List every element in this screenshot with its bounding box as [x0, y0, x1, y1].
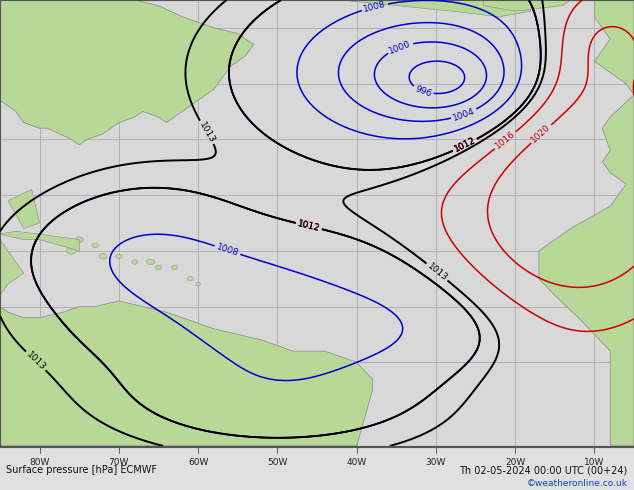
Text: Surface pressure [hPa] ECMWF: Surface pressure [hPa] ECMWF	[6, 465, 157, 475]
Text: 1020: 1020	[530, 123, 553, 145]
Text: 1013: 1013	[197, 120, 216, 145]
Text: 1000: 1000	[388, 39, 413, 56]
Circle shape	[171, 265, 178, 270]
Polygon shape	[0, 240, 23, 446]
Text: 1012: 1012	[297, 219, 321, 233]
Polygon shape	[483, 0, 571, 11]
Text: Th 02-05-2024 00:00 UTC (00+24): Th 02-05-2024 00:00 UTC (00+24)	[460, 465, 628, 475]
Text: 1013: 1013	[425, 261, 449, 283]
Polygon shape	[8, 190, 39, 228]
Circle shape	[187, 276, 193, 281]
Circle shape	[131, 260, 138, 264]
Text: 1012: 1012	[297, 219, 321, 233]
Polygon shape	[539, 0, 634, 446]
Polygon shape	[317, 0, 531, 17]
Text: 1012: 1012	[297, 219, 321, 233]
Circle shape	[99, 254, 107, 259]
Circle shape	[115, 254, 122, 259]
Text: 20W: 20W	[505, 458, 525, 467]
Text: 60W: 60W	[188, 458, 209, 467]
Text: ©weatheronline.co.uk: ©weatheronline.co.uk	[527, 479, 628, 488]
Text: 1008: 1008	[363, 0, 387, 14]
Text: 30W: 30W	[425, 458, 446, 467]
Polygon shape	[0, 301, 372, 446]
Text: 1012: 1012	[453, 136, 477, 154]
Text: 1013: 1013	[24, 350, 47, 372]
Text: 1008: 1008	[215, 242, 240, 258]
Text: 40W: 40W	[347, 458, 366, 467]
Circle shape	[196, 283, 200, 286]
Circle shape	[75, 237, 83, 243]
Text: 70W: 70W	[108, 458, 129, 467]
Text: 50W: 50W	[267, 458, 288, 467]
Circle shape	[155, 265, 162, 270]
Text: 1004: 1004	[451, 106, 476, 122]
Text: 996: 996	[413, 84, 433, 98]
Text: 1012: 1012	[453, 136, 477, 154]
Text: 10W: 10W	[584, 458, 605, 467]
Circle shape	[92, 243, 98, 247]
Text: 80W: 80W	[29, 458, 50, 467]
Circle shape	[67, 247, 76, 254]
Text: 1012: 1012	[453, 136, 477, 154]
Polygon shape	[0, 231, 79, 251]
Circle shape	[146, 259, 155, 265]
Text: 1016: 1016	[494, 129, 517, 151]
Polygon shape	[0, 0, 254, 145]
